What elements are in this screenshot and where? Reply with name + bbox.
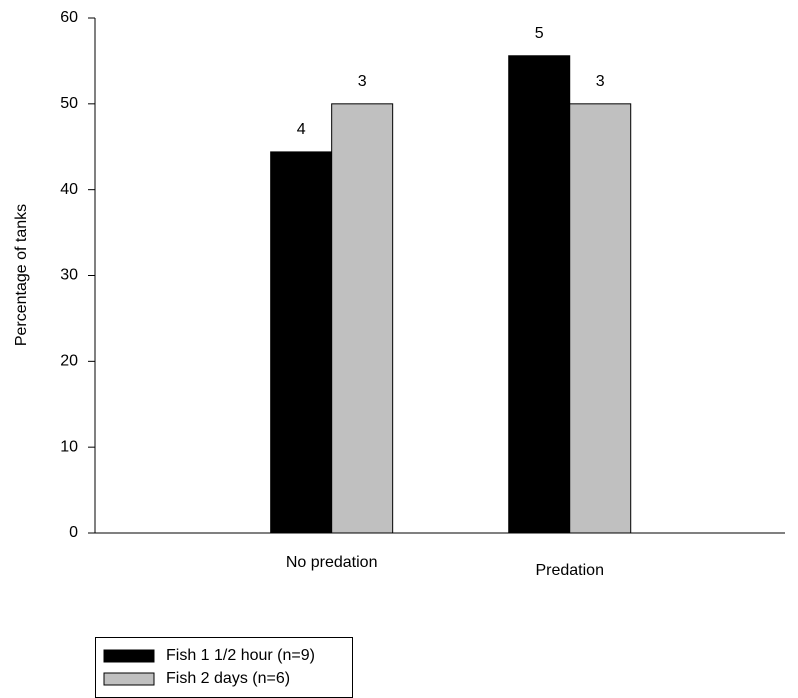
y-axis-label: Percentage of tanks [13,204,30,346]
y-tick-label: 0 [69,524,78,541]
y-tick-label: 10 [60,438,78,455]
bar-count-label: 5 [535,25,544,42]
bar [331,103,394,534]
bar-count-label: 3 [596,73,605,90]
x-tick-label: No predation [286,554,378,571]
bar [270,151,333,534]
bar [508,55,571,534]
y-tick-label: 20 [60,353,78,370]
legend-label: Fish 1 1/2 hour (n=9) [166,647,315,664]
legend-swatch [103,672,155,686]
legend-label: Fish 2 days (n=6) [166,670,290,687]
y-tick-label: 40 [60,181,78,198]
bar-count-label: 3 [358,73,367,90]
bar [569,103,632,534]
y-tick-label: 30 [60,267,78,284]
x-tick-label: Predation [535,562,604,579]
bar-count-label: 4 [297,121,306,138]
y-tick-label: 50 [60,95,78,112]
y-tick-label: 60 [60,9,78,26]
legend-swatch [103,649,155,663]
